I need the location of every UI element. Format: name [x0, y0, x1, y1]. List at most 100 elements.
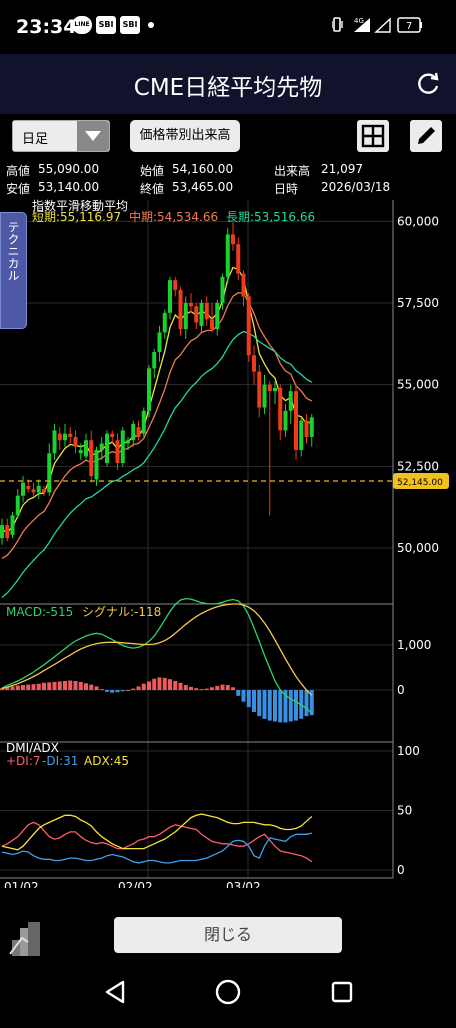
macd-histogram-bar: [99, 689, 104, 691]
macd-histogram-bar: [246, 690, 251, 708]
dmi-tick-label: 0: [397, 863, 405, 877]
macd-histogram-bar: [157, 677, 162, 690]
candle-body: [157, 332, 162, 352]
technical-side-tab[interactable]: テクニカル: [0, 212, 27, 329]
candle-body: [94, 450, 99, 480]
macd-lines: [1, 597, 313, 714]
low-value: 53,140.00: [38, 180, 100, 194]
macd-line: [1, 597, 313, 714]
chart-area[interactable]: 指数平滑移動平均 短期:55,116.97 中期:54,534.66 長期:53…: [0, 198, 456, 888]
candles: [0, 221, 314, 545]
price-tick-label: 50,000: [397, 541, 439, 555]
close-button[interactable]: 閉じる: [114, 917, 342, 953]
macd-histogram-bar: [136, 686, 141, 690]
dmi-lines: [1, 813, 313, 864]
macd-axis: 1,000 0: [397, 638, 431, 697]
candle-body: [231, 234, 235, 245]
dmi-tick-label: 100: [397, 744, 420, 758]
candle-body: [26, 485, 31, 490]
macd-histogram-bar: [283, 690, 288, 723]
macd-histogram-bar: [225, 685, 230, 690]
signal-icon-2: [374, 17, 391, 33]
navigation-bar: [0, 960, 456, 1024]
candle-body: [89, 440, 94, 477]
candle-body: [309, 417, 314, 437]
volume-by-price-button[interactable]: 価格帯別出来高: [130, 120, 240, 152]
toolbar: 日足 価格帯別出来高: [0, 114, 456, 160]
price-tick-label: 57,500: [397, 296, 439, 310]
period-select-value: 日足: [22, 132, 49, 147]
pencil-icon: [418, 127, 435, 144]
network-type-text: 4G: [354, 17, 364, 25]
draw-button[interactable]: [410, 120, 442, 152]
refresh-icon[interactable]: [414, 70, 442, 98]
candle-body: [257, 371, 262, 408]
drawing-tool-icon[interactable]: [6, 920, 46, 958]
candle-body: [31, 489, 36, 493]
macd-histogram-bar: [47, 682, 52, 690]
layout-grid-button[interactable]: [357, 120, 389, 152]
macd-histogram-bar: [10, 686, 15, 690]
recents-icon: [331, 981, 353, 1003]
ema-long-legend: 長期:53,516.66: [226, 210, 315, 224]
ema-lines: [1, 266, 313, 598]
line-app-icon: LINE: [72, 16, 92, 34]
signal-icon: [354, 18, 370, 32]
macd-histogram-bar: [241, 690, 246, 702]
macd-histogram-bar: [257, 690, 262, 717]
macd-histogram-bar: [183, 685, 188, 690]
candle-body: [183, 303, 188, 330]
macd-histogram-bar: [110, 690, 115, 693]
price-tick-label: 60,000: [397, 214, 439, 228]
close-value: 53,465.00: [172, 180, 234, 194]
macd-histogram-bar: [278, 690, 283, 723]
macd-histogram-bar: [189, 686, 193, 690]
macd-histogram-bar: [78, 681, 83, 690]
page-title: CME日経平均先物: [133, 75, 323, 101]
candle-body: [78, 450, 83, 454]
x-tick-label: 01/02: [4, 880, 39, 888]
candle-body: [152, 352, 157, 369]
volume-label: 出来高: [274, 164, 311, 178]
macd-histogram-bar: [68, 680, 73, 690]
macd-histogram-bar: [84, 683, 88, 690]
candle-body: [236, 244, 241, 274]
macd-histogram-bar: [220, 684, 225, 690]
dmi-axis: 100 50 0: [397, 744, 420, 877]
macd-histogram-bar: [294, 690, 298, 721]
ema-short-line: [1, 266, 313, 534]
period-select[interactable]: 日足: [12, 120, 110, 152]
macd-histogram-bar: [252, 690, 256, 713]
technical-side-tab-label: テクニカル: [6, 221, 20, 281]
candle-body: [68, 433, 73, 437]
macd-histogram-bar: [31, 684, 36, 690]
app-header: CME日経平均先物: [0, 54, 456, 114]
candle-body: [288, 391, 293, 411]
candle-body: [204, 303, 209, 320]
candle-body: [73, 436, 78, 447]
macd-histogram-bar: [304, 690, 309, 717]
macd-histogram-bar: [5, 687, 10, 690]
candle-body: [246, 296, 251, 356]
candle-body: [115, 440, 120, 464]
price-pane-title: 指数平滑移動平均: [32, 198, 128, 213]
close-label: 終値: [140, 182, 165, 196]
macd-histogram-bar: [89, 684, 94, 690]
candle-body: [210, 319, 214, 330]
macd-histogram-bar: [236, 690, 241, 696]
price-reference-badge: [393, 473, 449, 489]
macd-histogram-bar: [309, 690, 314, 716]
grid-icon: [361, 124, 385, 148]
sbi-app-icon-2: SBI: [120, 16, 140, 34]
candle-body: [57, 433, 62, 441]
adx-line: [1, 813, 313, 851]
candle-body: [63, 433, 67, 441]
macd-histogram-bar: [147, 681, 151, 690]
macd-histogram-bar: [199, 689, 204, 691]
candle-body: [278, 387, 283, 431]
price-axis: 60,000 57,500 55,000 52,500 50,000: [397, 214, 439, 555]
dmi-tick-label: 50: [397, 804, 412, 818]
open-value: 54,160.00: [172, 162, 234, 176]
x-tick-label: 03/02: [226, 880, 261, 888]
home-icon: [215, 979, 241, 1005]
